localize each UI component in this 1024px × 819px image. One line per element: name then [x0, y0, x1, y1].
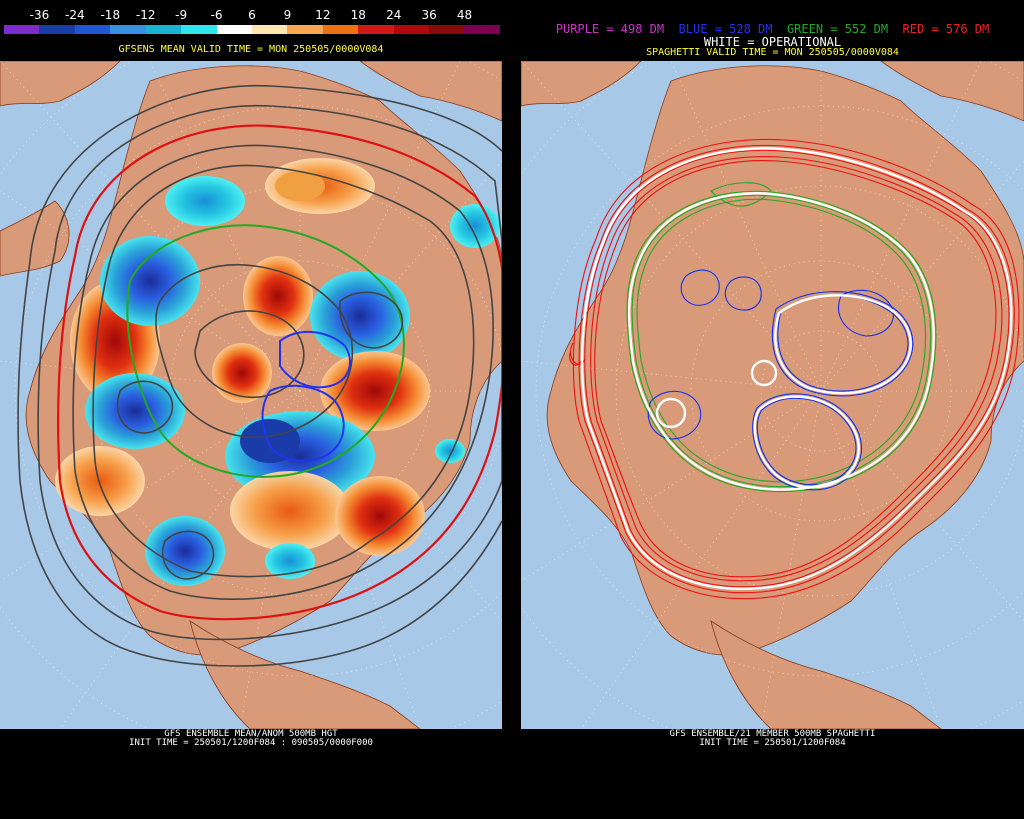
legend-value-label: -6 — [210, 8, 223, 22]
spaghetti-legend-item: RED = 576 DM — [888, 22, 990, 36]
spaghetti-legend-item: BLUE = 528 DM — [664, 22, 773, 36]
anomaly-legend-labels: -36 -24 -18 -12 -9 -6 6 9 12 18 24 36 48 — [4, 8, 500, 22]
legend-swatch — [110, 25, 146, 34]
legend-swatch — [216, 25, 252, 34]
legend-swatch — [4, 25, 40, 34]
legend-value-label: 9 — [283, 8, 292, 22]
legend-value-label: 36 — [421, 8, 437, 22]
spaghetti-legend: PURPLE = 498 DM BLUE = 528 DM GREEN = 55… — [521, 22, 1024, 48]
spaghetti-legend-operational: WHITE = OPERATIONAL — [703, 35, 842, 49]
legend-swatch — [464, 25, 500, 34]
spaghetti-legend-item: PURPLE = 498 DM — [555, 22, 665, 36]
spaghetti-legend-item: GREEN = 552 DM — [772, 22, 889, 36]
spaghetti-valid-time: SPAGHETTI VALID TIME = MON 250505/0000V0… — [646, 47, 899, 58]
mean-valid-time: GFSENS MEAN VALID TIME = MON 250505/0000… — [118, 44, 384, 55]
red-576-contours — [569, 138, 1020, 600]
legend-swatch — [429, 25, 465, 34]
spaghetti-map — [521, 61, 1024, 729]
legend-value-label: 24 — [386, 8, 402, 22]
legend-value-label: 6 — [248, 8, 256, 22]
legend-swatch — [287, 25, 323, 34]
legend-swatch — [145, 25, 182, 34]
mean-init-time: INIT TIME = 250501/1200F084 : 090505/000… — [129, 738, 373, 748]
spaghetti-legend-colors: PURPLE = 498 DM BLUE = 528 DM GREEN = 55… — [521, 22, 1024, 36]
legend-swatch — [39, 25, 75, 34]
lat-lon-grid — [521, 61, 1024, 729]
legend-swatch — [358, 25, 394, 34]
spaghetti-chart-title: GFS ENSEMBLE/21 MEMBER 500MB SPAGHETTI — [669, 729, 876, 739]
legend-value-label: -36 — [29, 8, 50, 22]
height-contours — [17, 84, 502, 667]
panel-divider — [502, 0, 521, 819]
legend-swatch — [181, 25, 217, 34]
legend-swatch — [322, 25, 359, 34]
legend-value-label: 18 — [350, 8, 366, 22]
spaghetti-panel: PURPLE = 498 DM BLUE = 528 DM GREEN = 55… — [521, 0, 1024, 819]
legend-value-label: 48 — [456, 8, 473, 22]
legend-swatch — [251, 25, 288, 34]
anomaly-color-legend — [4, 25, 500, 34]
legend-value-label: 12 — [315, 8, 331, 22]
legend-swatch — [74, 25, 111, 34]
legend-swatch — [393, 25, 430, 34]
green-552-contours — [626, 182, 937, 493]
mean-anomaly-map — [0, 61, 502, 729]
legend-value-label: -18 — [100, 8, 121, 22]
legend-value-label: -24 — [65, 8, 85, 22]
legend-value-label: -9 — [175, 8, 188, 22]
ensemble-mean-panel: -36 -24 -18 -12 -9 -6 6 9 12 18 24 36 48 GFSENS MEAN… — [0, 0, 502, 819]
spaghetti-init-time: INIT TIME = 250501/1200F084 — [699, 738, 846, 748]
legend-value-label: -12 — [135, 8, 156, 22]
mean-chart-title: GFS ENSEMBLE MEAN/ANOM 500MB HGT — [164, 729, 338, 739]
white-operational-contours — [580, 147, 1013, 590]
